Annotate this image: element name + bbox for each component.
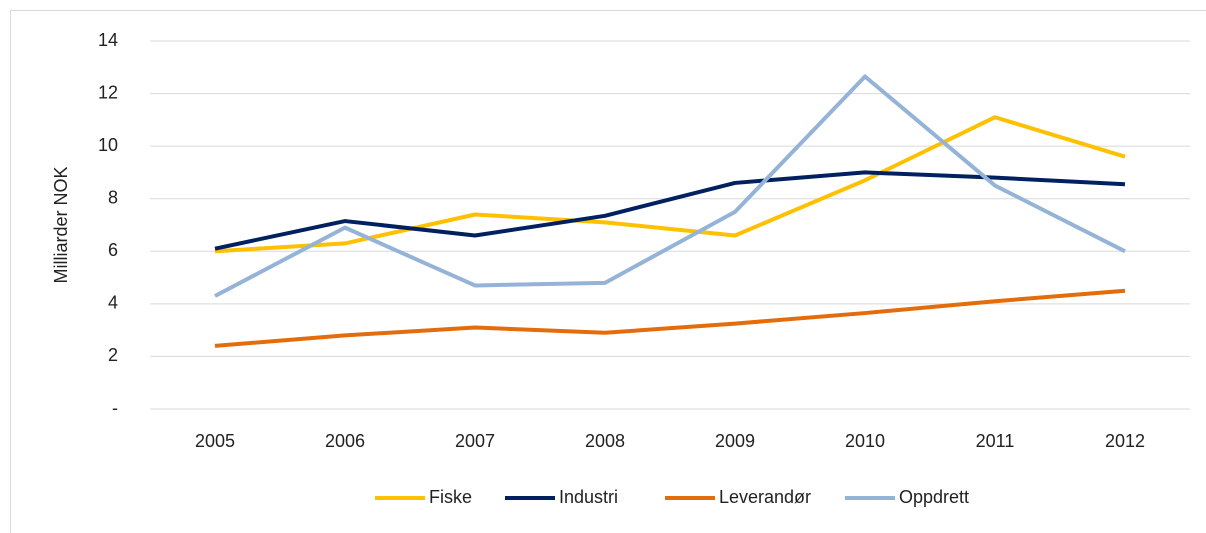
- x-tick-label: 2006: [325, 431, 365, 451]
- series-line: [214, 288, 1126, 348]
- chart-frame: [10, 10, 1206, 533]
- x-tick-label: 2007: [455, 431, 495, 451]
- y-tick-label: 10: [98, 135, 118, 155]
- y-axis-label: Milliarder NOK: [51, 166, 71, 283]
- legend-label: Leverandør: [719, 487, 811, 507]
- legend-label: Fiske: [429, 487, 472, 507]
- x-tick-label: 2008: [585, 431, 625, 451]
- y-tick-label: 12: [98, 82, 118, 102]
- legend-label: Oppdrett: [899, 487, 969, 507]
- y-tick-label: -: [112, 398, 118, 418]
- legend-label: Industri: [559, 487, 618, 507]
- y-tick-label: 8: [108, 187, 118, 207]
- y-tick-label: 6: [108, 240, 118, 260]
- series-line: [214, 74, 1126, 298]
- x-tick-label: 2009: [715, 431, 755, 451]
- series-line: [214, 170, 1126, 251]
- x-tick-label: 2011: [976, 431, 1015, 451]
- x-tick-label: 2010: [845, 431, 885, 451]
- x-tick-label: 2012: [1105, 431, 1145, 451]
- y-tick-label: 2: [108, 345, 118, 365]
- y-tick-label: 4: [108, 293, 118, 313]
- y-tick-label: 14: [98, 30, 118, 50]
- x-tick-label: 2005: [195, 431, 235, 451]
